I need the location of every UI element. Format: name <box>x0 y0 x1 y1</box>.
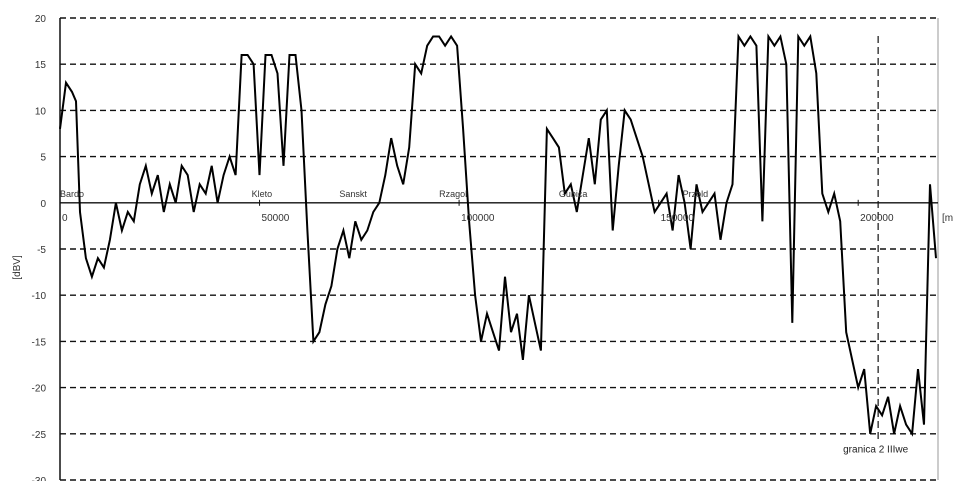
axis-station-label: Gubica <box>559 189 588 199</box>
x-tick-label: 0 <box>62 213 68 224</box>
reference-annotation: granica 2 IIIwe <box>843 444 908 455</box>
y-tick-label: 5 <box>40 153 46 164</box>
y-tick-label: 10 <box>35 106 47 117</box>
y-tick-label: -5 <box>37 245 46 256</box>
y-tick-label: -30 <box>32 476 47 481</box>
x-tick-label: 100000 <box>461 213 495 224</box>
axis-station-label: Kleto <box>252 189 273 199</box>
axis-station-label: Przold <box>683 189 709 199</box>
y-tick-label: -20 <box>32 384 47 395</box>
y-tick-label: 15 <box>35 60 47 71</box>
y-tick-label: -10 <box>32 291 47 302</box>
y-tick-label: -25 <box>32 430 47 441</box>
x-tick-label: 150000 <box>661 213 695 224</box>
y-tick-label: 20 <box>35 14 47 25</box>
x-tick-label: 50000 <box>262 213 290 224</box>
series-line <box>59 33 937 437</box>
reference-line: granica 2 IIIwe <box>843 36 909 455</box>
y-tick-label: 0 <box>40 199 46 210</box>
series-layer <box>59 33 937 437</box>
y-tick-label: -15 <box>32 337 47 348</box>
x-tick-label: 200000 <box>860 213 894 224</box>
axis-station-label: Bardo <box>60 189 84 199</box>
x-axis-label: [m <box>942 213 953 224</box>
axis-station-label: Sanskt <box>339 189 367 199</box>
y-axis-label: [dBV] <box>12 255 23 280</box>
axes <box>59 18 939 480</box>
labels: 20 15 10 5 0 -5 -10 -15 -20 -25 -30 [dBV] 0 50000 1000… <box>12 14 953 481</box>
axis-station-label: Rzagol <box>439 189 467 199</box>
